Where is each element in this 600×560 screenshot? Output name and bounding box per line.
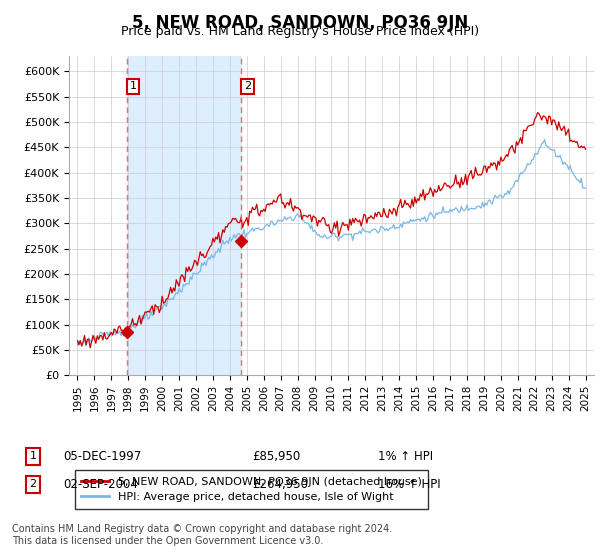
- Text: Price paid vs. HM Land Registry's House Price Index (HPI): Price paid vs. HM Land Registry's House …: [121, 25, 479, 38]
- Text: £264,950: £264,950: [252, 478, 308, 491]
- Text: 16% ↑ HPI: 16% ↑ HPI: [378, 478, 440, 491]
- Text: 5, NEW ROAD, SANDOWN, PO36 9JN: 5, NEW ROAD, SANDOWN, PO36 9JN: [132, 14, 468, 32]
- Text: 05-DEC-1997: 05-DEC-1997: [63, 450, 141, 463]
- Text: 1% ↑ HPI: 1% ↑ HPI: [378, 450, 433, 463]
- Text: 2: 2: [29, 479, 37, 489]
- Text: 1: 1: [29, 451, 37, 461]
- Text: 02-SEP-2004: 02-SEP-2004: [63, 478, 138, 491]
- Text: Contains HM Land Registry data © Crown copyright and database right 2024.
This d: Contains HM Land Registry data © Crown c…: [12, 524, 392, 546]
- Text: 2: 2: [244, 81, 251, 91]
- Legend: 5, NEW ROAD, SANDOWN, PO36 9JN (detached house), HPI: Average price, detached ho: 5, NEW ROAD, SANDOWN, PO36 9JN (detached…: [74, 470, 428, 509]
- Text: £85,950: £85,950: [252, 450, 300, 463]
- Text: 1: 1: [130, 81, 136, 91]
- Bar: [127, 56, 241, 375]
